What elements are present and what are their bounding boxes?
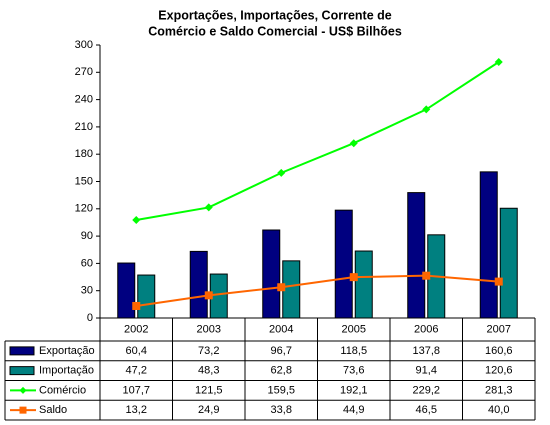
data-label: 33,8 — [271, 404, 292, 416]
data-label: 192,1 — [340, 384, 368, 396]
x-tick-label: 2006 — [414, 323, 438, 335]
line — [136, 61, 500, 221]
data-label: 48,3 — [198, 365, 219, 377]
x-tick-label: 2005 — [342, 323, 366, 335]
y-tick-label: 240 — [75, 94, 93, 106]
y-tick-label: 0 — [87, 312, 93, 324]
data-label: 159,5 — [267, 384, 295, 396]
y-tick-label: 210 — [75, 121, 93, 133]
data-label: 229,2 — [412, 384, 440, 396]
data-label: 60,4 — [126, 345, 147, 357]
bar — [262, 229, 281, 319]
bar — [499, 207, 518, 319]
bar — [117, 262, 136, 319]
legend-label: Importação — [39, 365, 94, 377]
data-label: 46,5 — [416, 404, 437, 416]
data-label: 160,6 — [485, 345, 513, 357]
marker — [19, 386, 27, 394]
data-label: 121,5 — [195, 384, 223, 396]
marker — [132, 301, 141, 310]
marker — [349, 139, 358, 148]
y-tick-label: 150 — [75, 175, 93, 187]
chart-title: Comércio e Saldo Comercial - US$ Bilhões — [148, 24, 402, 38]
marker — [422, 271, 431, 280]
bar — [334, 209, 353, 319]
bar — [189, 250, 208, 319]
marker — [494, 58, 503, 67]
marker — [422, 105, 431, 114]
x-tick-label: 2003 — [197, 323, 221, 335]
legend-label: Comércio — [39, 384, 86, 396]
data-label: 73,6 — [343, 365, 364, 377]
y-tick-label: 270 — [75, 66, 93, 78]
x-tick-label: 2004 — [269, 323, 293, 335]
legend-symbol — [9, 366, 35, 376]
bar — [137, 274, 156, 319]
data-label: 44,9 — [343, 404, 364, 416]
data-label: 118,5 — [340, 345, 367, 357]
marker — [494, 277, 503, 286]
data-label: 96,7 — [271, 345, 292, 357]
legend-label: Exportação — [39, 345, 95, 357]
data-label: 107,7 — [122, 384, 150, 396]
y-tick-label: 120 — [75, 203, 93, 215]
bar — [407, 192, 426, 319]
data-label: 62,8 — [271, 365, 292, 377]
marker — [277, 168, 286, 177]
data-label: 137,8 — [412, 345, 440, 357]
marker — [19, 406, 27, 414]
data-label: 73,2 — [198, 345, 219, 357]
data-label: 24,9 — [198, 404, 219, 416]
marker — [277, 283, 286, 292]
bar — [354, 250, 373, 319]
x-tick-label: 2007 — [487, 323, 511, 335]
chart-title: Exportações, Importações, Corrente de — [158, 8, 391, 22]
data-label: 47,2 — [126, 365, 147, 377]
data-label: 120,6 — [485, 365, 513, 377]
data-label: 281,3 — [485, 384, 513, 396]
data-label: 91,4 — [416, 365, 437, 377]
y-tick-label: 300 — [75, 39, 93, 51]
marker — [349, 273, 358, 282]
data-label: 40,0 — [488, 404, 509, 416]
y-tick-label: 90 — [81, 230, 93, 242]
y-tick-label: 30 — [81, 285, 93, 297]
y-tick-label: 180 — [75, 148, 93, 160]
y-tick-label: 60 — [81, 257, 93, 269]
legend-symbol — [9, 346, 35, 356]
marker — [132, 215, 141, 224]
line — [136, 274, 499, 307]
data-label: 13,2 — [126, 404, 147, 416]
bar — [209, 273, 228, 319]
legend-label: Saldo — [39, 404, 67, 416]
marker — [204, 291, 213, 300]
x-tick-label: 2002 — [124, 323, 148, 335]
bar — [479, 171, 498, 319]
marker — [204, 203, 213, 212]
bar — [282, 260, 301, 319]
